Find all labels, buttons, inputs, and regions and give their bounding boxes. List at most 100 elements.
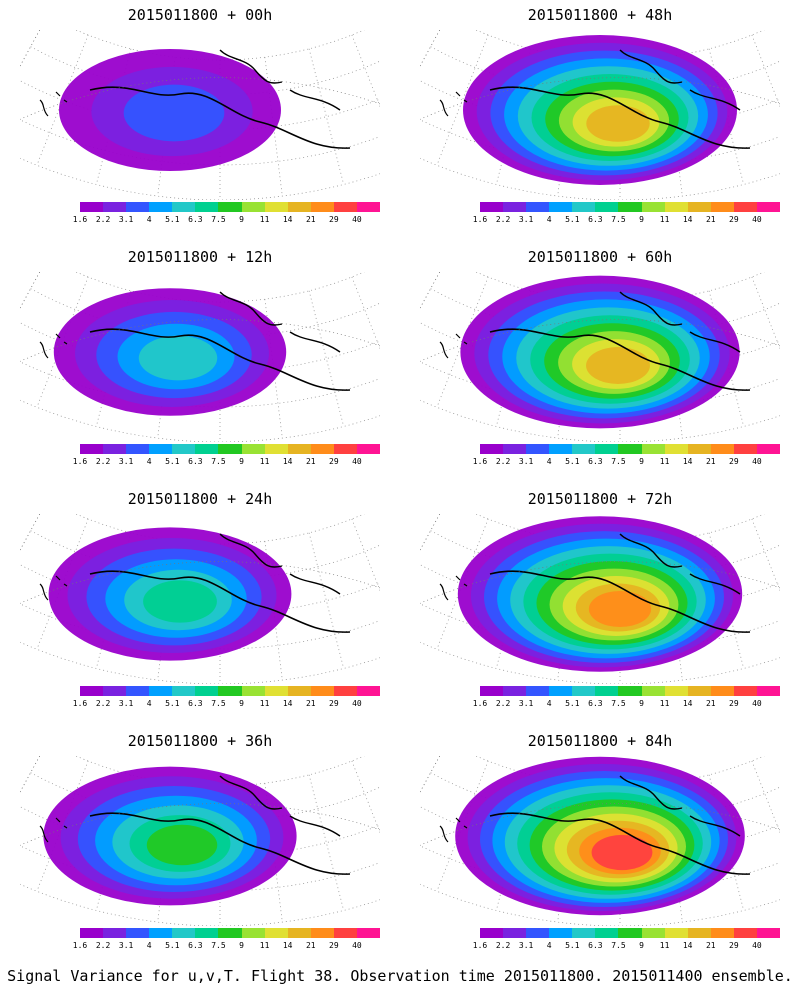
coastline bbox=[619, 775, 741, 837]
colorbar-tick-label: 4 bbox=[546, 699, 552, 708]
colorbar-ticks: 1.6 2.2 3.1 4 5.1 6.3 7.5 9 11 14 21 29 40 bbox=[73, 214, 380, 226]
colorbar-cell bbox=[756, 928, 781, 938]
colorbar-cell bbox=[218, 444, 242, 454]
panel-title: 2015011800 + 36h bbox=[127, 732, 273, 750]
colorbar-cell bbox=[595, 444, 619, 454]
panel-title: 2015011800 + 00h bbox=[127, 6, 273, 24]
colorbar-cell bbox=[172, 928, 196, 938]
graticule-lat bbox=[430, 530, 780, 580]
colorbar-tick-label: 9 bbox=[239, 699, 244, 708]
colorbar-cell bbox=[641, 444, 665, 454]
colorbar-tick-label: 6.3 bbox=[188, 699, 203, 708]
colorbar-tick-label: 11 bbox=[659, 457, 670, 466]
colorbar-cell bbox=[572, 202, 596, 212]
panel-00h: 2015011800 + 00h 1.6 2.2 3.1 4 5.1 6.3 7.5 9 11 1… bbox=[20, 4, 381, 236]
forecast-map bbox=[20, 514, 380, 684]
panel-title: 2015011800 + 12h bbox=[127, 248, 273, 266]
colorbar-tick-label: 7.5 bbox=[211, 215, 226, 224]
colorbar-cell bbox=[356, 686, 381, 696]
colorbar bbox=[80, 444, 381, 454]
colorbar-cell bbox=[503, 686, 527, 696]
colorbar-cell bbox=[287, 928, 311, 938]
colorbar-cell bbox=[103, 686, 127, 696]
colorbar-cell bbox=[103, 928, 127, 938]
colorbar-cell bbox=[503, 928, 527, 938]
graticule-lat bbox=[430, 772, 780, 822]
colorbar-ticks: 1.6 2.2 3.1 4 5.1 6.3 7.5 9 11 14 21 29 40 bbox=[473, 214, 780, 226]
graticule-lon bbox=[351, 34, 380, 108]
colorbar-cell bbox=[195, 444, 219, 454]
colorbar-tick-label: 11 bbox=[259, 457, 270, 466]
graticule-lon bbox=[95, 48, 132, 185]
forecast-map bbox=[20, 30, 380, 200]
colorbar bbox=[480, 444, 781, 454]
colorbar-tick-label: 9 bbox=[639, 215, 644, 224]
colorbar-cell bbox=[333, 686, 357, 696]
colorbar-tick-label: 4 bbox=[146, 699, 152, 708]
colorbar-cell bbox=[264, 686, 288, 696]
coastline bbox=[619, 291, 741, 353]
graticule-lon bbox=[420, 272, 441, 309]
colorbar-cell bbox=[572, 928, 596, 938]
colorbar-cell bbox=[687, 686, 711, 696]
colorbar bbox=[480, 202, 781, 212]
colorbar-tick-label: 3.1 bbox=[518, 941, 534, 950]
graticule-lon bbox=[20, 272, 41, 309]
colorbar-cell bbox=[287, 444, 311, 454]
colorbar-cell bbox=[756, 202, 781, 212]
colorbar-tick-label: 3.1 bbox=[518, 215, 534, 224]
colorbar-tick-label: 1.6 bbox=[472, 699, 488, 708]
colorbar bbox=[480, 686, 781, 696]
colorbar-tick-label: 6.3 bbox=[188, 941, 203, 950]
colorbar bbox=[480, 928, 781, 938]
colorbar-tick-label: 1.6 bbox=[472, 941, 488, 950]
colorbar-cell bbox=[218, 928, 242, 938]
coastline bbox=[439, 333, 468, 359]
colorbar-ticks: 1.6 2.2 3.1 4 5.1 6.3 7.5 9 11 14 21 29 40 bbox=[473, 456, 780, 468]
graticule-lon bbox=[436, 276, 489, 408]
colorbar-cell bbox=[710, 928, 734, 938]
colorbar-cell bbox=[172, 202, 196, 212]
colorbar-tick-label: 40 bbox=[752, 941, 762, 950]
graticule-lon bbox=[708, 774, 745, 911]
colorbar-cell bbox=[310, 444, 334, 454]
colorbar-ticks: 1.6 2.2 3.1 4 5.1 6.3 7.5 9 11 14 21 29 40 bbox=[73, 940, 380, 952]
colorbar-tick-label: 6.3 bbox=[588, 215, 603, 224]
coastline bbox=[619, 49, 741, 111]
colorbar-tick-label: 11 bbox=[259, 215, 270, 224]
graticule-lon bbox=[264, 783, 283, 923]
colorbar-tick-label: 21 bbox=[705, 941, 716, 950]
colorbar-cell bbox=[218, 202, 242, 212]
colorbar-tick-label: 9 bbox=[639, 699, 644, 708]
colorbar-tick-label: 4 bbox=[546, 941, 552, 950]
coastline bbox=[39, 817, 68, 843]
colorbar-cell bbox=[149, 202, 173, 212]
colorbar-tick-label: 9 bbox=[239, 941, 244, 950]
colorbar-tick-label: 3.1 bbox=[518, 699, 534, 708]
coastline bbox=[489, 812, 751, 875]
colorbar-tick-label: 6.3 bbox=[588, 699, 603, 708]
graticule-lat bbox=[30, 46, 380, 96]
colorbar-cell bbox=[126, 928, 150, 938]
colorbar-cell bbox=[333, 444, 357, 454]
colorbar-cell bbox=[664, 686, 688, 696]
colorbar-tick-label: 1.6 bbox=[72, 699, 88, 708]
graticule-lon bbox=[20, 30, 41, 67]
colorbar-tick-label: 14 bbox=[682, 215, 693, 224]
graticule-lat bbox=[30, 288, 380, 338]
colorbar-tick-label: 9 bbox=[239, 215, 244, 224]
colorbar-tick-label: 5.1 bbox=[165, 699, 180, 708]
graticule-lon bbox=[20, 756, 41, 793]
colorbar-cell bbox=[149, 686, 173, 696]
colorbar-cell bbox=[218, 686, 242, 696]
colorbar-cell bbox=[549, 444, 573, 454]
colorbar-cell bbox=[149, 928, 173, 938]
colorbar-cell bbox=[195, 202, 219, 212]
forecast-map bbox=[20, 756, 380, 926]
coastline bbox=[39, 575, 68, 601]
colorbar-cell bbox=[480, 444, 504, 454]
graticule-lon bbox=[351, 518, 380, 592]
colorbar-tick-label: 21 bbox=[305, 941, 316, 950]
colorbar-cell bbox=[733, 686, 757, 696]
colorbar-cell bbox=[241, 202, 265, 212]
